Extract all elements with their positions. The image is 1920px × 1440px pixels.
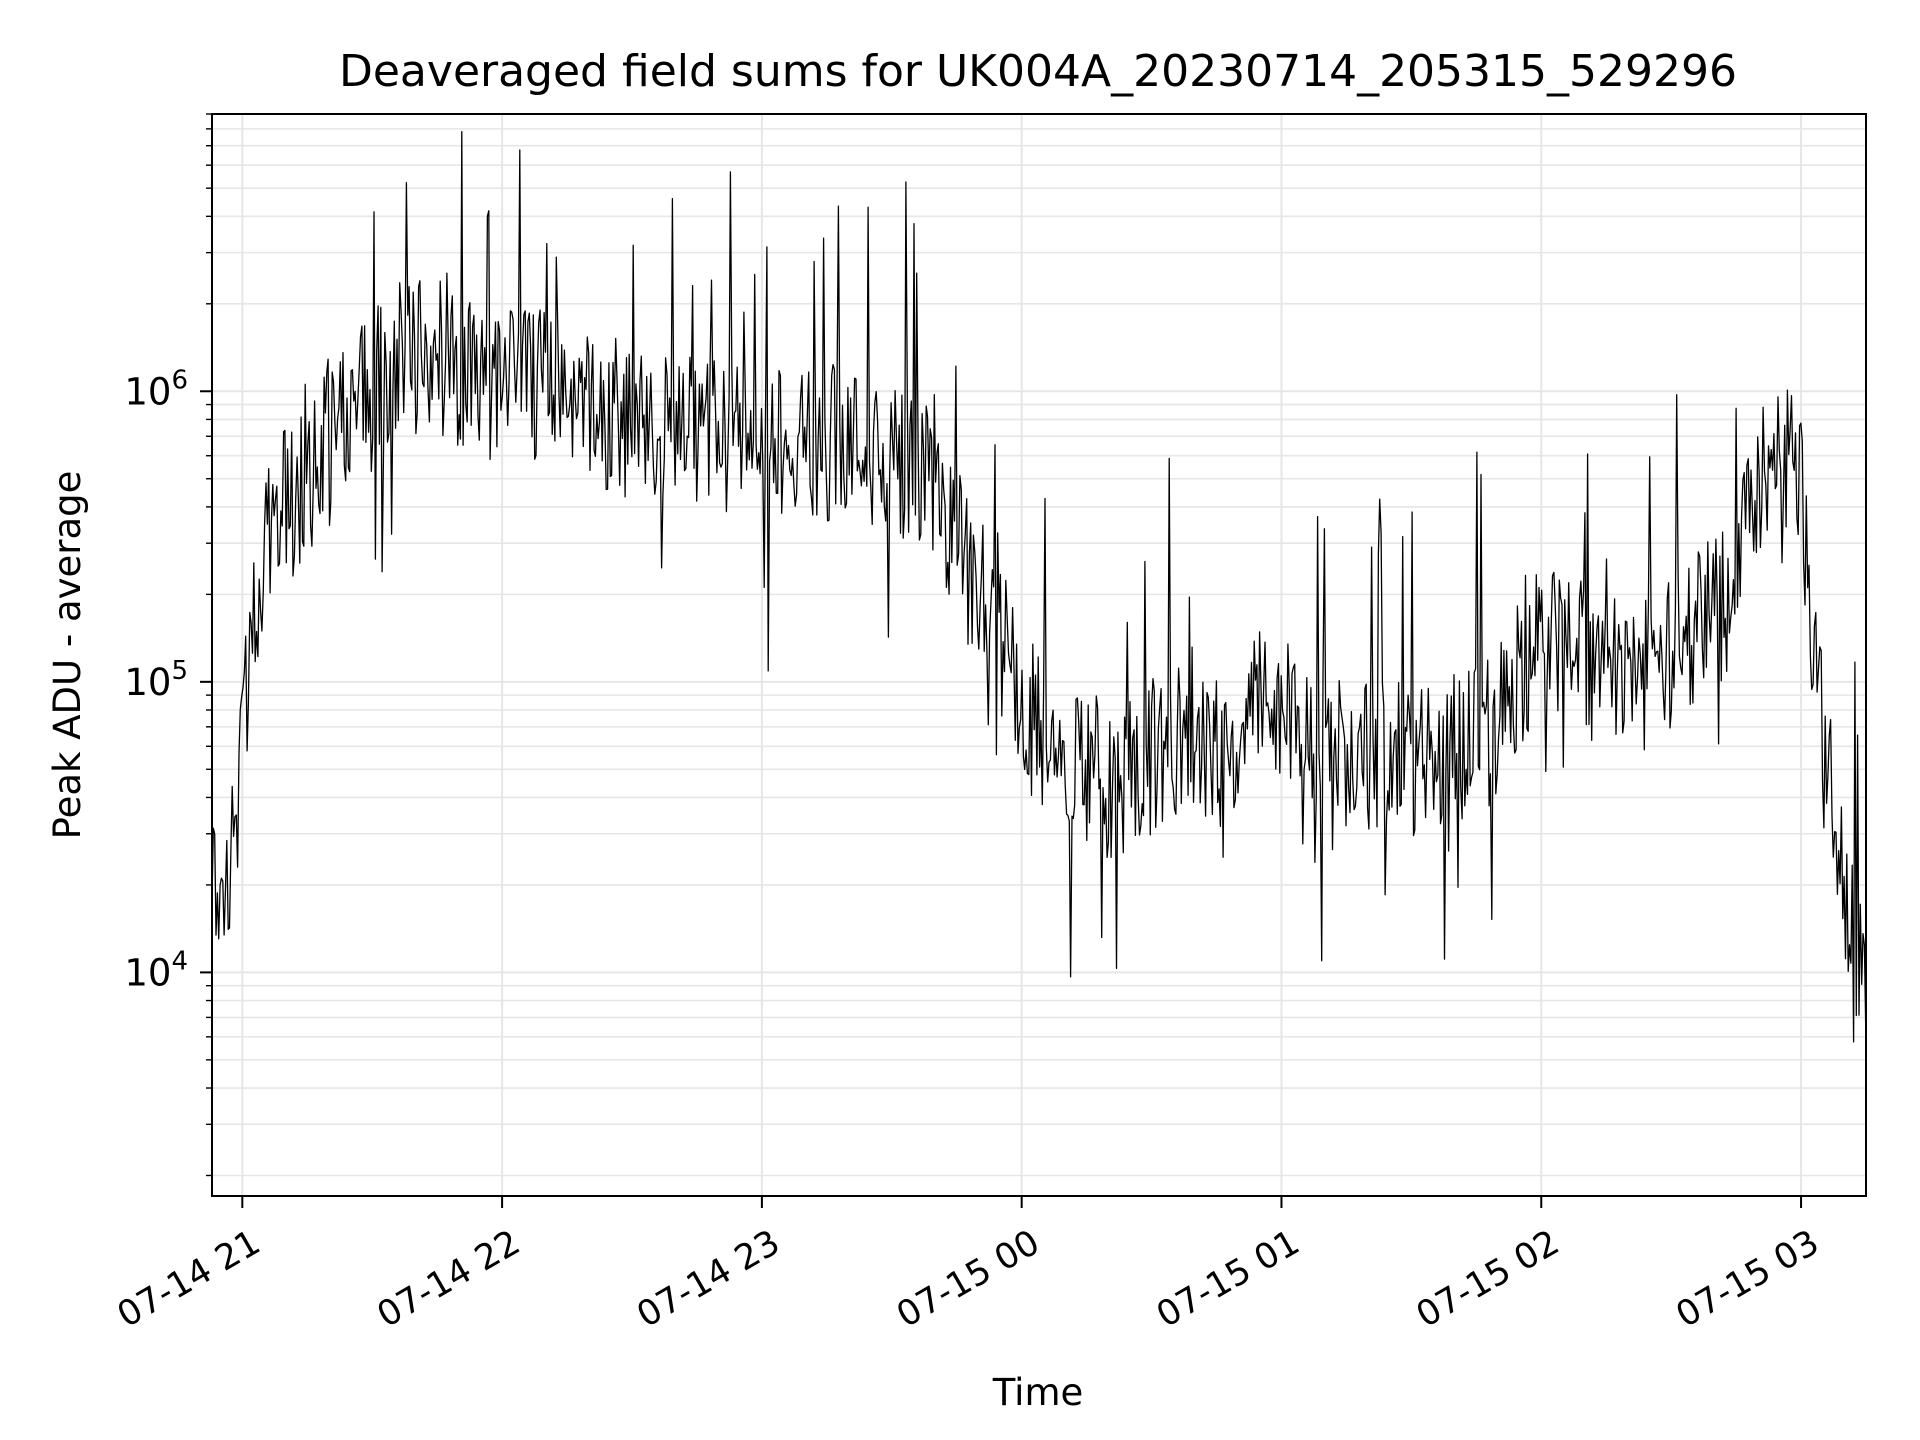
y-tick-label: 104 [124,946,188,994]
plot-frame [211,113,1867,1197]
series-line-layer [211,130,1867,1043]
x-axis-label: Time [992,1371,1084,1414]
series-line [211,130,1867,1043]
y-tick-label: 106 [124,365,188,413]
y-tick-label: 105 [124,656,188,704]
y-axis-label: Peak ADU - average [46,471,89,840]
y-axis: 104 105 106 [124,113,212,1177]
chart-title: Deaveraged field sums for UK004A_2023071… [339,46,1737,97]
